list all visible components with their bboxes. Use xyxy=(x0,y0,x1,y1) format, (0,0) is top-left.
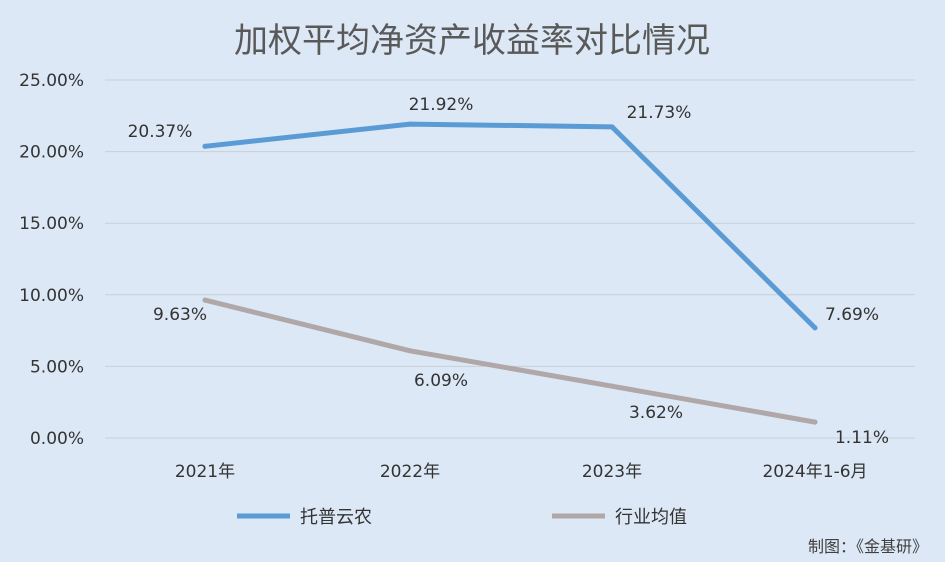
y-tick-label: 25.00% xyxy=(19,71,84,91)
data-label: 7.69% xyxy=(825,305,879,325)
data-label: 20.37% xyxy=(128,122,193,142)
series-line-2 xyxy=(202,297,818,425)
x-tick-label: 2023年 xyxy=(582,462,642,482)
x-tick-label: 2024年1-6月 xyxy=(762,462,867,482)
chart-credit: 制图：《金基研》 xyxy=(808,537,928,556)
data-point xyxy=(609,383,615,389)
y-tick-label: 20.00% xyxy=(19,143,84,163)
data-point xyxy=(407,348,413,354)
data-point xyxy=(609,124,615,130)
x-tick-label: 2022年 xyxy=(380,462,440,482)
legend-label: 行业均值 xyxy=(615,507,687,528)
chart-title: 加权平均净资产收益率对比情况 xyxy=(234,21,710,61)
data-point xyxy=(407,121,413,127)
x-tick-label: 2021年 xyxy=(175,462,235,482)
data-label: 1.11% xyxy=(835,428,889,448)
data-point xyxy=(812,325,818,331)
y-tick-label: 5.00% xyxy=(30,357,84,377)
data-label: 3.62% xyxy=(629,403,683,423)
data-point xyxy=(202,143,208,149)
data-point xyxy=(812,419,818,425)
data-label: 21.92% xyxy=(409,95,474,115)
data-label: 6.09% xyxy=(414,371,468,391)
data-point xyxy=(202,297,208,303)
y-tick-label: 10.00% xyxy=(19,286,84,306)
data-label: 21.73% xyxy=(627,103,692,123)
y-tick-label: 0.00% xyxy=(30,429,84,449)
data-label: 9.63% xyxy=(153,305,207,325)
y-tick-label: 15.00% xyxy=(19,214,84,234)
legend-label: 托普云农 xyxy=(300,507,372,528)
series-line-1 xyxy=(202,121,818,331)
